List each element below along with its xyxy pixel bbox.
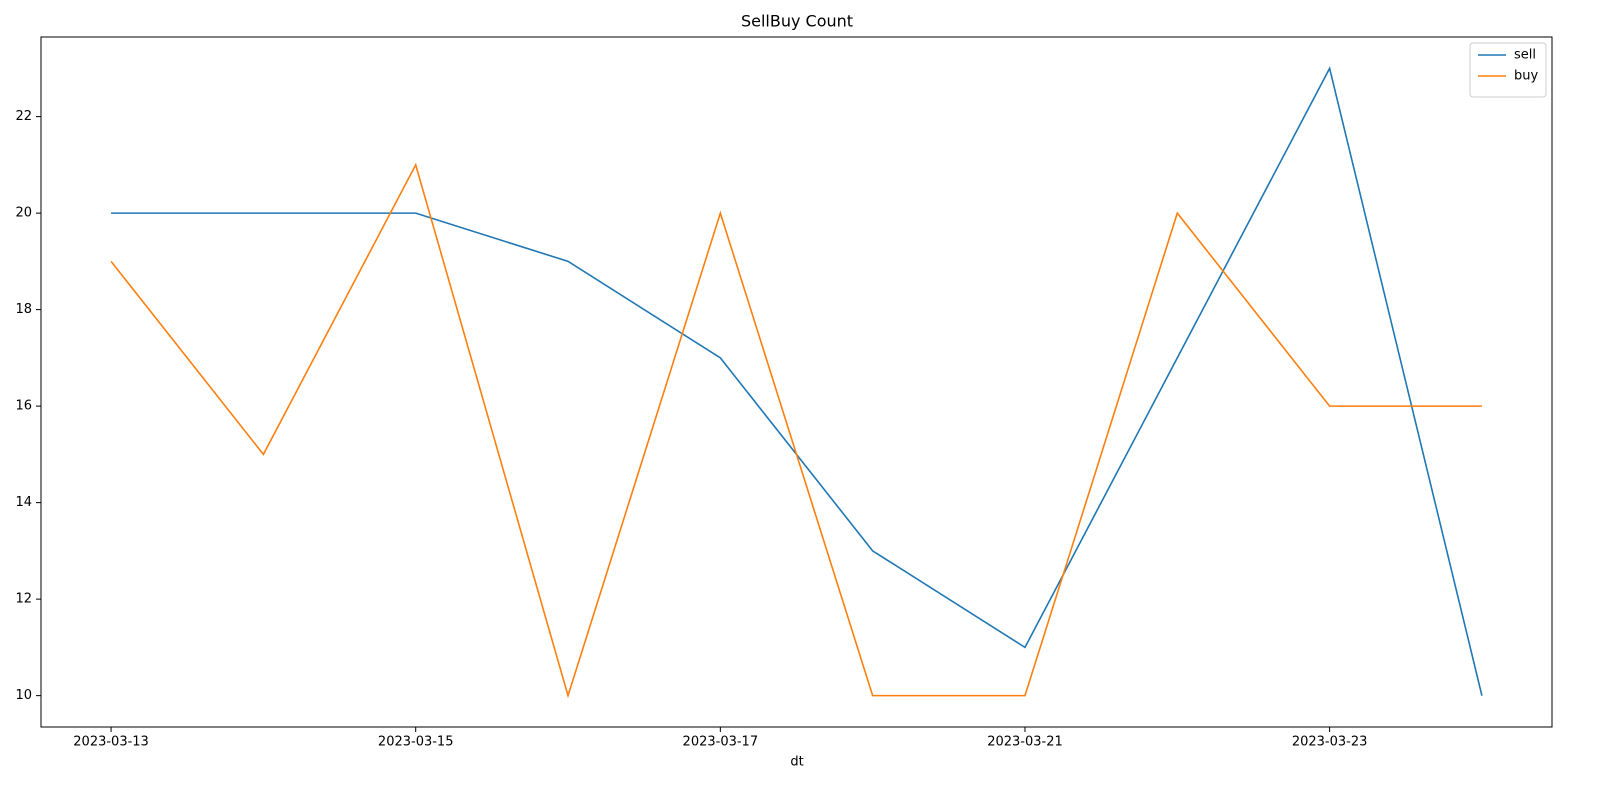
series-line [110,162,1482,699]
plot-frame [40,36,1553,728]
y-tick-label: 14 [15,495,32,510]
y-tick-label: 20 [15,206,32,221]
x-tick-label: 2023-03-21 [987,735,1063,750]
y-tick-label: 12 [15,592,32,607]
x-axis-label: dt [790,755,803,770]
legend-label: sell [1514,48,1536,63]
y-tick-label: 10 [15,688,32,703]
x-tick-label: 2023-03-23 [1292,735,1368,750]
legend-box [1469,42,1547,98]
y-tick-label: 22 [15,109,32,124]
chart-title: SellBuy Count [741,12,853,31]
x-tick-label: 2023-03-17 [683,735,759,750]
y-tick-label: 18 [15,302,32,317]
y-tick-label: 16 [15,399,32,414]
legend-label: buy [1514,69,1538,84]
series-line [111,66,1483,696]
x-tick-label: 2023-03-15 [378,735,454,750]
x-tick-label: 2023-03-13 [73,735,149,750]
